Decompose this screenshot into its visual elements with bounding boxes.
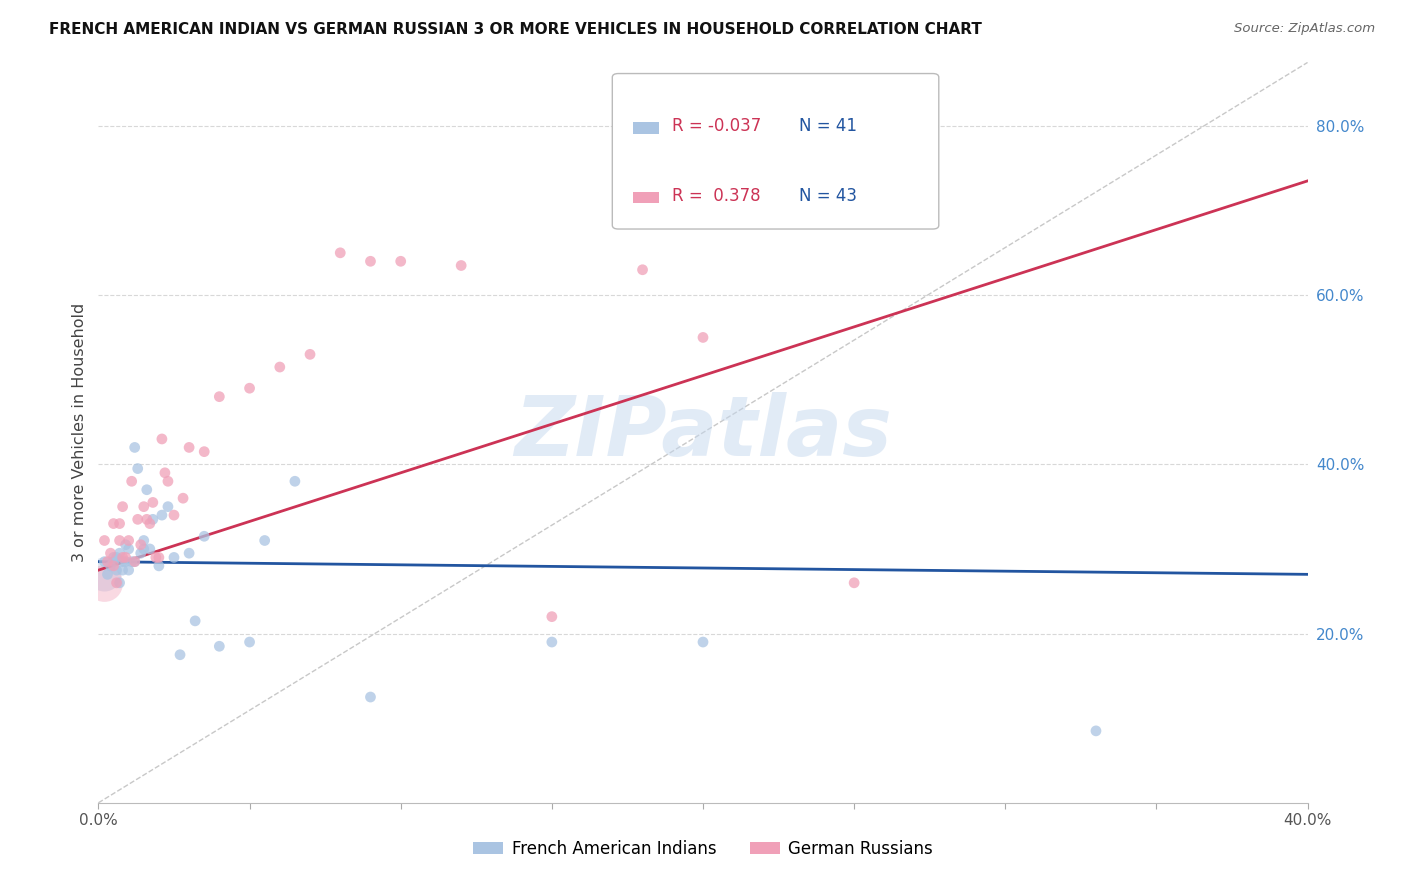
Point bbox=[184, 614, 207, 628]
Text: FRENCH AMERICAN INDIAN VS GERMAN RUSSIAN 3 OR MORE VEHICLES IN HOUSEHOLD CORRELA: FRENCH AMERICAN INDIAN VS GERMAN RUSSIAN… bbox=[49, 22, 981, 37]
Point bbox=[93, 533, 115, 548]
Text: N = 41: N = 41 bbox=[799, 117, 856, 135]
Point bbox=[142, 495, 165, 509]
Point bbox=[239, 381, 262, 395]
FancyBboxPatch shape bbox=[613, 73, 939, 229]
Point bbox=[103, 555, 125, 569]
Point bbox=[139, 541, 162, 556]
Point bbox=[132, 541, 155, 556]
Point bbox=[239, 635, 262, 649]
Point bbox=[153, 466, 176, 480]
Point bbox=[179, 441, 201, 455]
FancyBboxPatch shape bbox=[633, 122, 659, 134]
Text: Source: ZipAtlas.com: Source: ZipAtlas.com bbox=[1234, 22, 1375, 36]
Text: R = -0.037: R = -0.037 bbox=[672, 117, 761, 135]
Point bbox=[127, 512, 149, 526]
Point bbox=[844, 575, 866, 590]
Point bbox=[132, 500, 155, 514]
Point bbox=[163, 508, 186, 522]
Point bbox=[108, 575, 131, 590]
Point bbox=[132, 533, 155, 548]
Point bbox=[135, 512, 157, 526]
Point bbox=[118, 541, 141, 556]
Point bbox=[193, 444, 215, 458]
Point bbox=[108, 533, 131, 548]
Point bbox=[299, 347, 322, 361]
Point bbox=[105, 563, 128, 577]
Point bbox=[142, 512, 165, 526]
Text: ZIPatlas: ZIPatlas bbox=[515, 392, 891, 473]
Point bbox=[124, 555, 146, 569]
Point bbox=[129, 538, 152, 552]
Point bbox=[150, 508, 173, 522]
Point bbox=[450, 259, 472, 273]
Point bbox=[118, 533, 141, 548]
Point bbox=[127, 461, 149, 475]
Point bbox=[93, 555, 115, 569]
Point bbox=[193, 529, 215, 543]
Point bbox=[752, 191, 775, 205]
Point bbox=[105, 550, 128, 565]
Point bbox=[114, 538, 136, 552]
Point bbox=[540, 609, 562, 624]
Point bbox=[121, 475, 143, 489]
Point bbox=[360, 690, 382, 704]
Point bbox=[111, 550, 134, 565]
Point bbox=[284, 475, 307, 489]
Point bbox=[692, 330, 714, 344]
Point bbox=[172, 491, 194, 506]
Point bbox=[1085, 723, 1108, 738]
Point bbox=[139, 516, 162, 531]
Point bbox=[103, 558, 125, 573]
Point bbox=[135, 483, 157, 497]
Point bbox=[150, 432, 173, 446]
Point bbox=[96, 567, 118, 582]
Point bbox=[111, 500, 134, 514]
Point bbox=[163, 550, 186, 565]
Point bbox=[93, 567, 115, 582]
Point bbox=[96, 555, 118, 569]
Y-axis label: 3 or more Vehicles in Household: 3 or more Vehicles in Household bbox=[72, 303, 87, 562]
Point bbox=[692, 635, 714, 649]
Point bbox=[124, 441, 146, 455]
Point bbox=[253, 533, 276, 548]
Point bbox=[108, 546, 131, 560]
Point bbox=[145, 550, 167, 565]
Point bbox=[114, 550, 136, 565]
Point bbox=[108, 516, 131, 531]
Point bbox=[269, 359, 291, 374]
Point bbox=[389, 254, 412, 268]
Point bbox=[103, 550, 125, 565]
Point bbox=[93, 575, 115, 590]
Point bbox=[100, 558, 122, 573]
Point bbox=[156, 500, 179, 514]
Point bbox=[114, 555, 136, 569]
Point bbox=[100, 546, 122, 560]
Point bbox=[208, 390, 231, 404]
Point bbox=[148, 558, 170, 573]
Text: R =  0.378: R = 0.378 bbox=[672, 186, 761, 204]
Point bbox=[129, 546, 152, 560]
Point bbox=[118, 563, 141, 577]
Legend: French American Indians, German Russians: French American Indians, German Russians bbox=[467, 833, 939, 865]
Point bbox=[148, 550, 170, 565]
Point bbox=[179, 546, 201, 560]
Point bbox=[105, 575, 128, 590]
Point bbox=[631, 262, 654, 277]
Point bbox=[360, 254, 382, 268]
Point bbox=[103, 516, 125, 531]
FancyBboxPatch shape bbox=[633, 192, 659, 203]
Point bbox=[124, 555, 146, 569]
Point bbox=[121, 555, 143, 569]
Point bbox=[111, 555, 134, 569]
Point bbox=[208, 640, 231, 654]
Point bbox=[111, 563, 134, 577]
Point bbox=[329, 245, 352, 260]
Text: N = 43: N = 43 bbox=[799, 186, 856, 204]
Point bbox=[540, 635, 562, 649]
Point bbox=[169, 648, 191, 662]
Point bbox=[156, 475, 179, 489]
